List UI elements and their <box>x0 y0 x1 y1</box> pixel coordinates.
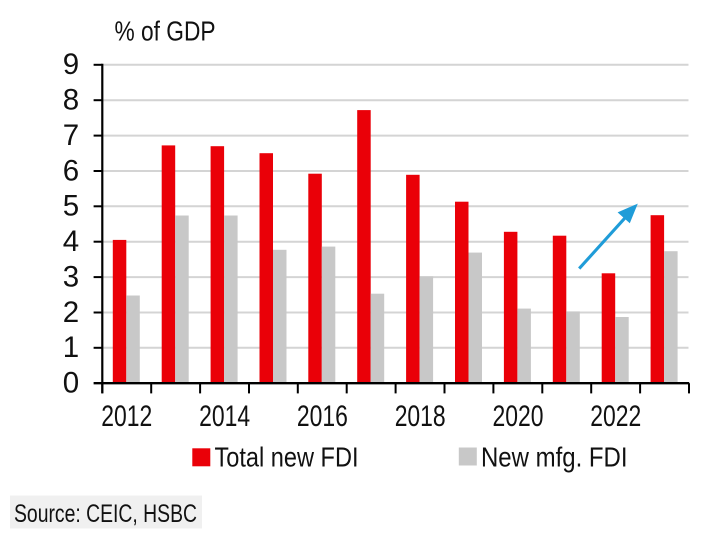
svg-text:0: 0 <box>63 367 79 400</box>
svg-text:New mfg. FDI: New mfg. FDI <box>481 441 628 472</box>
svg-text:% of GDP: % of GDP <box>115 16 216 47</box>
svg-text:6: 6 <box>63 154 79 187</box>
svg-text:2014: 2014 <box>199 400 250 433</box>
svg-text:2012: 2012 <box>101 400 152 433</box>
svg-text:9: 9 <box>63 48 79 81</box>
svg-text:5: 5 <box>63 190 79 223</box>
svg-text:4: 4 <box>63 225 79 258</box>
svg-text:2016: 2016 <box>297 400 348 433</box>
svg-text:2: 2 <box>63 296 79 329</box>
svg-text:Total new FDI: Total new FDI <box>215 441 359 472</box>
svg-text:8: 8 <box>63 84 79 117</box>
svg-text:2022: 2022 <box>590 400 641 433</box>
svg-text:2018: 2018 <box>395 400 446 433</box>
svg-text:Source: CEIC, HSBC: Source: CEIC, HSBC <box>14 500 197 528</box>
svg-text:3: 3 <box>63 261 79 294</box>
svg-text:2020: 2020 <box>493 400 544 433</box>
svg-text:7: 7 <box>63 119 79 152</box>
svg-text:1: 1 <box>63 331 79 364</box>
